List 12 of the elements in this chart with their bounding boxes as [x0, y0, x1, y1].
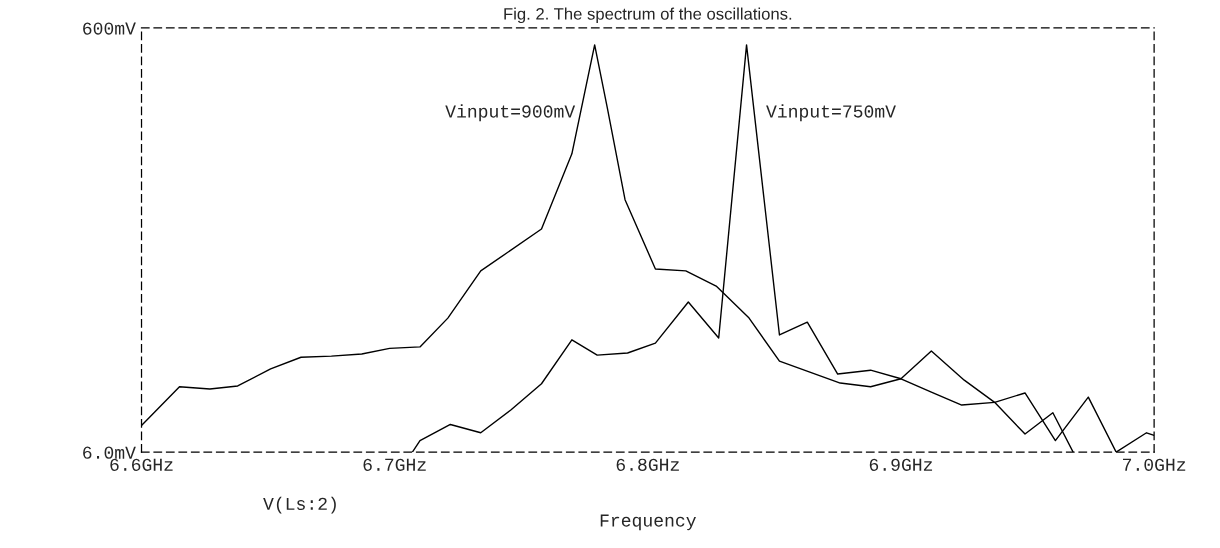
- x-tick-label: 6.7GHz: [363, 458, 426, 471]
- series-label: Vinput=750mV: [766, 104, 896, 122]
- x-tick-label: 6.6GHz: [110, 458, 173, 471]
- x-tick-label: 6.9GHz: [869, 458, 933, 471]
- x-tick-label: 7.0GHz: [1123, 458, 1186, 471]
- y-tick-label: 600mV: [83, 22, 136, 35]
- text: V(Ls:2): [263, 496, 336, 514]
- y-tick-label: 6.0mV: [83, 446, 136, 459]
- x-axis-title: Frequency: [600, 514, 696, 531]
- chart-title: Fig. 2. The spectrum of the oscillations.: [504, 7, 792, 24]
- x-tick-label: 6.8GHz: [616, 458, 679, 471]
- series-label: Vinput=900mV: [445, 104, 576, 122]
